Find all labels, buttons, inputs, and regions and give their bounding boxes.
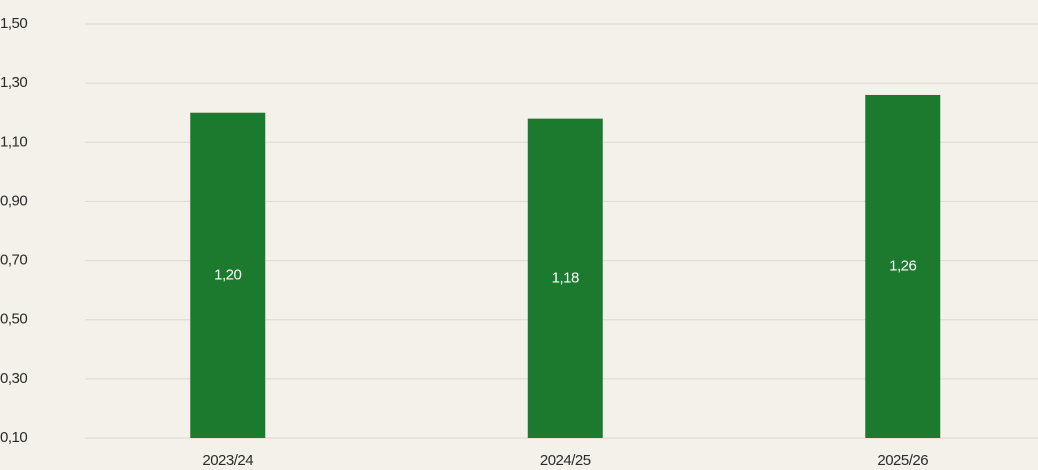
- y-tick-label: 0,90: [0, 192, 27, 209]
- x-tick-label: 2023/24: [202, 452, 253, 469]
- y-tick-label: 0,50: [0, 311, 27, 328]
- y-tick-label: 1,50: [0, 15, 27, 32]
- x-tick-label: 2025/26: [877, 452, 928, 469]
- bar: [865, 94, 941, 438]
- y-tick-label: 0,30: [0, 370, 27, 387]
- value-label: 1,20: [214, 266, 241, 283]
- y-tick-label: 1,30: [0, 74, 27, 91]
- y-tick-label: 0,70: [0, 252, 27, 269]
- y-tick-label: 0,10: [0, 429, 27, 446]
- value-label: 1,26: [889, 257, 916, 274]
- bar: [190, 112, 266, 438]
- bar: [527, 118, 603, 438]
- x-tick-label: 2024/25: [540, 452, 591, 469]
- y-tick-label: 1,10: [0, 133, 27, 150]
- value-label: 1,18: [552, 269, 579, 286]
